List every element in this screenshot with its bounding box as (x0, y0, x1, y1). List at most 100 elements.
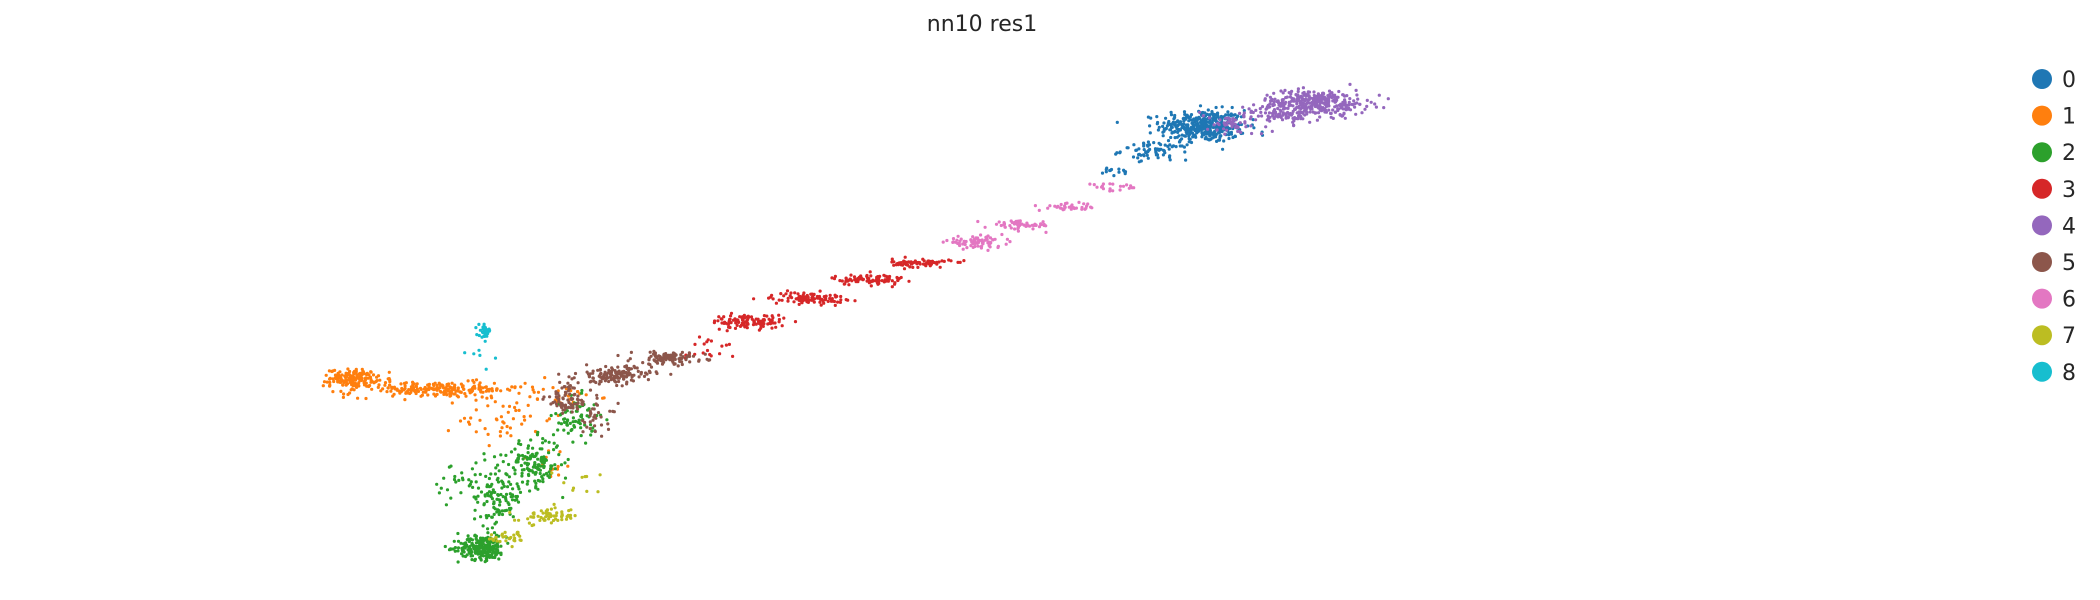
series-8-points (463, 322, 498, 371)
data-point (974, 236, 978, 240)
data-point (750, 317, 754, 321)
data-point (611, 367, 615, 372)
data-point (743, 320, 747, 324)
data-point (774, 325, 778, 329)
data-point (956, 241, 960, 246)
data-point (585, 474, 589, 479)
data-point (557, 399, 561, 403)
data-point (354, 378, 358, 382)
data-point (486, 544, 490, 548)
data-point (1263, 111, 1268, 115)
data-point (733, 326, 738, 330)
data-point (1273, 97, 1277, 101)
data-point (560, 386, 564, 390)
data-point (369, 370, 373, 374)
data-point (1326, 100, 1330, 104)
data-point (693, 342, 697, 346)
legend-marker-0 (2032, 69, 2052, 89)
data-point (548, 395, 552, 399)
data-point (585, 363, 589, 367)
data-point (688, 360, 692, 364)
data-point (1295, 105, 1299, 109)
data-point (1144, 150, 1148, 154)
data-point (1347, 106, 1351, 110)
data-point (554, 390, 558, 394)
data-point (328, 377, 332, 381)
data-point (1254, 118, 1258, 122)
data-point (474, 551, 478, 555)
data-point (1161, 124, 1165, 128)
data-point (1236, 129, 1240, 133)
data-point (667, 356, 672, 360)
data-point (828, 293, 832, 297)
data-point (1290, 96, 1294, 100)
data-point (566, 464, 570, 468)
data-point (1347, 100, 1351, 104)
data-point (515, 494, 520, 499)
data-point (1165, 124, 1169, 128)
data-point (1292, 123, 1296, 127)
data-point (462, 387, 466, 391)
data-point (1168, 158, 1172, 162)
data-point (697, 335, 702, 339)
data-point (553, 467, 557, 471)
data-point (588, 420, 592, 424)
data-point (528, 414, 533, 418)
data-point (1188, 132, 1192, 136)
data-point (671, 351, 676, 355)
data-point (1118, 184, 1123, 188)
data-point (1304, 94, 1308, 98)
data-point (588, 427, 592, 431)
data-point (485, 499, 489, 504)
legend-marker-1 (2032, 105, 2052, 126)
data-point (1330, 91, 1334, 95)
data-point (497, 469, 501, 473)
data-point (482, 328, 486, 332)
data-point (616, 365, 620, 369)
data-point (703, 352, 707, 356)
data-point (1229, 122, 1233, 126)
data-point (469, 480, 473, 484)
data-point (459, 382, 463, 386)
data-point (1251, 118, 1255, 122)
data-point (1307, 105, 1311, 109)
data-point (513, 472, 517, 476)
data-point (1002, 222, 1007, 226)
data-point (1244, 125, 1248, 129)
data-point (1266, 114, 1270, 118)
data-point (438, 389, 442, 393)
data-point (493, 522, 497, 526)
data-point (1365, 98, 1369, 102)
data-point (969, 238, 973, 242)
data-point (486, 527, 490, 531)
data-point (466, 534, 470, 538)
data-point (1331, 108, 1335, 112)
data-point (589, 411, 593, 415)
data-point (515, 530, 520, 534)
data-point (765, 314, 769, 318)
data-point (549, 521, 554, 525)
data-point (902, 267, 907, 271)
data-point (1146, 140, 1150, 144)
data-point (1177, 134, 1181, 138)
data-point (1166, 139, 1171, 143)
data-point (1333, 105, 1337, 109)
data-point (475, 333, 479, 337)
data-point (1226, 110, 1230, 114)
data-point (547, 451, 551, 455)
data-point (1212, 114, 1216, 118)
data-point (1197, 110, 1202, 114)
data-point (963, 242, 967, 247)
data-point (420, 393, 424, 397)
legend-item-4: 4 (2032, 214, 2076, 239)
data-point (613, 379, 617, 383)
data-point (542, 395, 546, 399)
data-point (1164, 116, 1168, 120)
data-point (433, 387, 437, 391)
data-point (935, 262, 939, 266)
data-point (742, 313, 747, 317)
data-point (955, 238, 959, 242)
data-point (464, 544, 468, 548)
data-point (511, 515, 515, 519)
data-point (1145, 153, 1149, 157)
